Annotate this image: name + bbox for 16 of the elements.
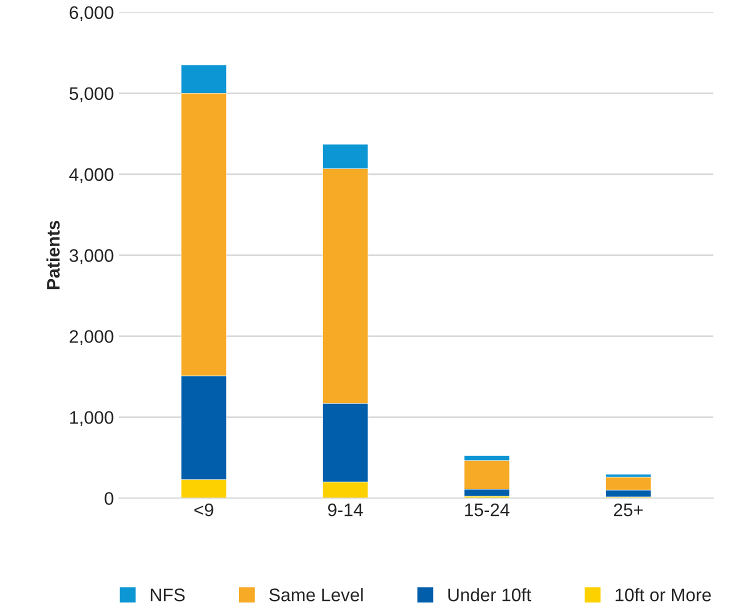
y-tick-label: 2,000 [70,330,114,346]
legend-label: NFS [150,588,185,602]
y-tick-label: 6,000 [70,6,114,22]
x-tick-label: 9-14 [328,503,363,516]
y-tick-label: 1,000 [70,411,114,426]
x-tick-label: 25+ [614,503,643,516]
y-tick-label: 3,000 [70,249,114,264]
y-axis-title: Patients [46,220,60,290]
legend-label: Same Level [269,588,363,602]
legend-label: Under 10ft [448,588,532,602]
legend-label: 10ft or More [616,588,711,602]
x-tick-label: <9 [194,503,214,516]
y-tick-label: 5,000 [70,87,114,102]
y-tick-label: 0 [104,492,114,505]
x-tick-label: 15-24 [465,503,510,516]
y-tick-label: 4,000 [69,168,114,184]
